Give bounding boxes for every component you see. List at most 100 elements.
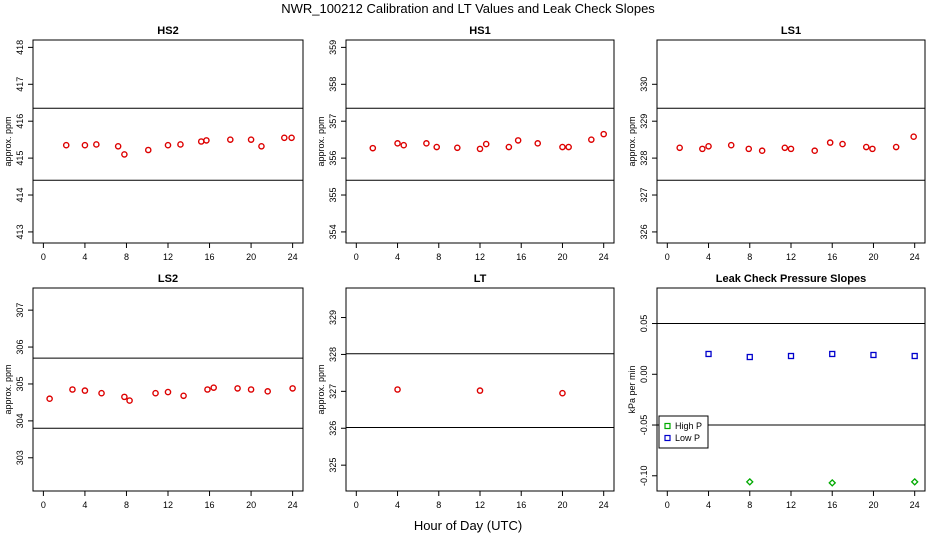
data-point	[781, 144, 789, 152]
data-point	[177, 141, 184, 148]
legend-box	[658, 415, 709, 449]
x-tick-label: 8	[124, 500, 129, 510]
y-tick-label: 303	[15, 450, 25, 465]
data-point	[514, 137, 522, 144]
data-point	[204, 386, 211, 393]
x-tick-label: 20	[246, 252, 256, 262]
data-point	[144, 146, 152, 154]
y-tick-label: -0.05	[639, 415, 649, 436]
y-axis-label: approx. ppm	[316, 364, 326, 414]
x-tick-label: 16	[205, 252, 215, 262]
panel-4: LS2 0 4 8 12 16 20 24 303 304 305 306 307 approx. ppm	[3, 273, 304, 510]
y-tick-label: 359	[328, 40, 338, 55]
x-tick-label: 0	[41, 500, 46, 510]
data-point	[394, 386, 401, 393]
x-tick-label: 20	[246, 500, 256, 510]
data-point	[565, 143, 572, 151]
data-point	[839, 140, 846, 148]
x-tick-label: 4	[706, 500, 711, 510]
data-point	[699, 145, 706, 153]
panel-title: HS1	[469, 25, 490, 37]
panel-title: LT	[474, 273, 487, 285]
y-tick-label: 0.05	[639, 315, 649, 333]
data-point	[81, 141, 89, 149]
y-tick-label: 415	[15, 151, 25, 166]
data-point	[870, 351, 877, 359]
plot-frame	[32, 39, 304, 244]
data-point	[227, 136, 234, 143]
data-point	[121, 393, 128, 401]
y-tick-label: 304	[15, 413, 25, 428]
x-tick-label: 12	[163, 500, 173, 510]
data-point	[705, 142, 712, 150]
y-tick-label: 326	[639, 224, 649, 239]
data-point	[787, 352, 795, 360]
panel-3: LS1 0 4 8 12 16 20 24 326 327 328 329 330 approx. ppm	[627, 25, 926, 262]
y-tick-label: 356	[328, 151, 338, 166]
y-axis-label: approx. ppm	[3, 364, 13, 414]
data-point	[197, 138, 205, 145]
y-tick-label: 418	[15, 40, 25, 55]
data-point	[910, 133, 917, 141]
plot-frame	[345, 287, 615, 492]
x-tick-label: 16	[827, 252, 837, 262]
x-tick-label: 0	[41, 252, 46, 262]
data-point	[164, 388, 172, 396]
x-tick-label: 0	[665, 500, 670, 510]
chart-title: NWR_100212 Calibration and LT Values and…	[281, 1, 655, 16]
x-axis-title: Hour of Day (UTC)	[413, 518, 523, 533]
x-tick-label: 20	[557, 252, 567, 262]
data-point	[289, 385, 296, 392]
panel-title: HS2	[157, 25, 178, 37]
x-tick-label: 12	[163, 252, 173, 262]
x-tick-label: 8	[747, 252, 752, 262]
y-tick-label: 416	[15, 114, 25, 129]
y-tick-label: 417	[15, 77, 25, 92]
y-tick-label: -0.10	[639, 466, 649, 487]
y-tick-label: 0.00	[639, 366, 649, 384]
x-tick-label: 24	[288, 252, 298, 262]
y-tick-label: 326	[328, 421, 338, 436]
data-point	[234, 385, 241, 392]
data-point	[394, 140, 401, 147]
plot-frame	[656, 287, 926, 492]
y-tick-label: 413	[15, 224, 25, 239]
data-point	[476, 387, 484, 394]
legend-marker-high-p	[664, 422, 671, 430]
data-point	[369, 144, 377, 152]
y-tick-label: 355	[328, 188, 338, 203]
y-tick-label: 329	[639, 114, 649, 129]
data-point	[559, 143, 566, 151]
data-point	[288, 134, 295, 142]
data-point	[247, 386, 255, 393]
data-point	[98, 389, 105, 397]
data-point	[787, 145, 795, 153]
data-point	[828, 478, 837, 487]
x-tick-label: 24	[599, 252, 609, 262]
data-point	[588, 136, 595, 143]
data-point	[454, 144, 461, 152]
data-point	[69, 386, 76, 393]
y-axis-label: kPa per min	[627, 365, 637, 413]
x-tick-label: 8	[747, 500, 752, 510]
x-tick-label: 8	[436, 252, 441, 262]
data-point	[114, 142, 122, 150]
x-tick-label: 12	[786, 252, 796, 262]
data-point	[534, 140, 542, 147]
legend-label: Low P	[675, 433, 700, 443]
data-point	[46, 395, 53, 403]
data-point	[400, 141, 408, 149]
data-point	[258, 142, 265, 150]
x-tick-label: 0	[665, 252, 670, 262]
x-tick-label: 0	[354, 500, 359, 510]
data-point	[164, 141, 172, 149]
plot-frame	[345, 39, 615, 244]
x-tick-label: 24	[910, 252, 920, 262]
y-tick-label: 330	[639, 77, 649, 92]
data-point	[811, 147, 819, 155]
x-tick-label: 20	[868, 500, 878, 510]
data-point	[505, 143, 513, 151]
x-tick-label: 4	[395, 500, 400, 510]
data-point	[745, 477, 754, 486]
